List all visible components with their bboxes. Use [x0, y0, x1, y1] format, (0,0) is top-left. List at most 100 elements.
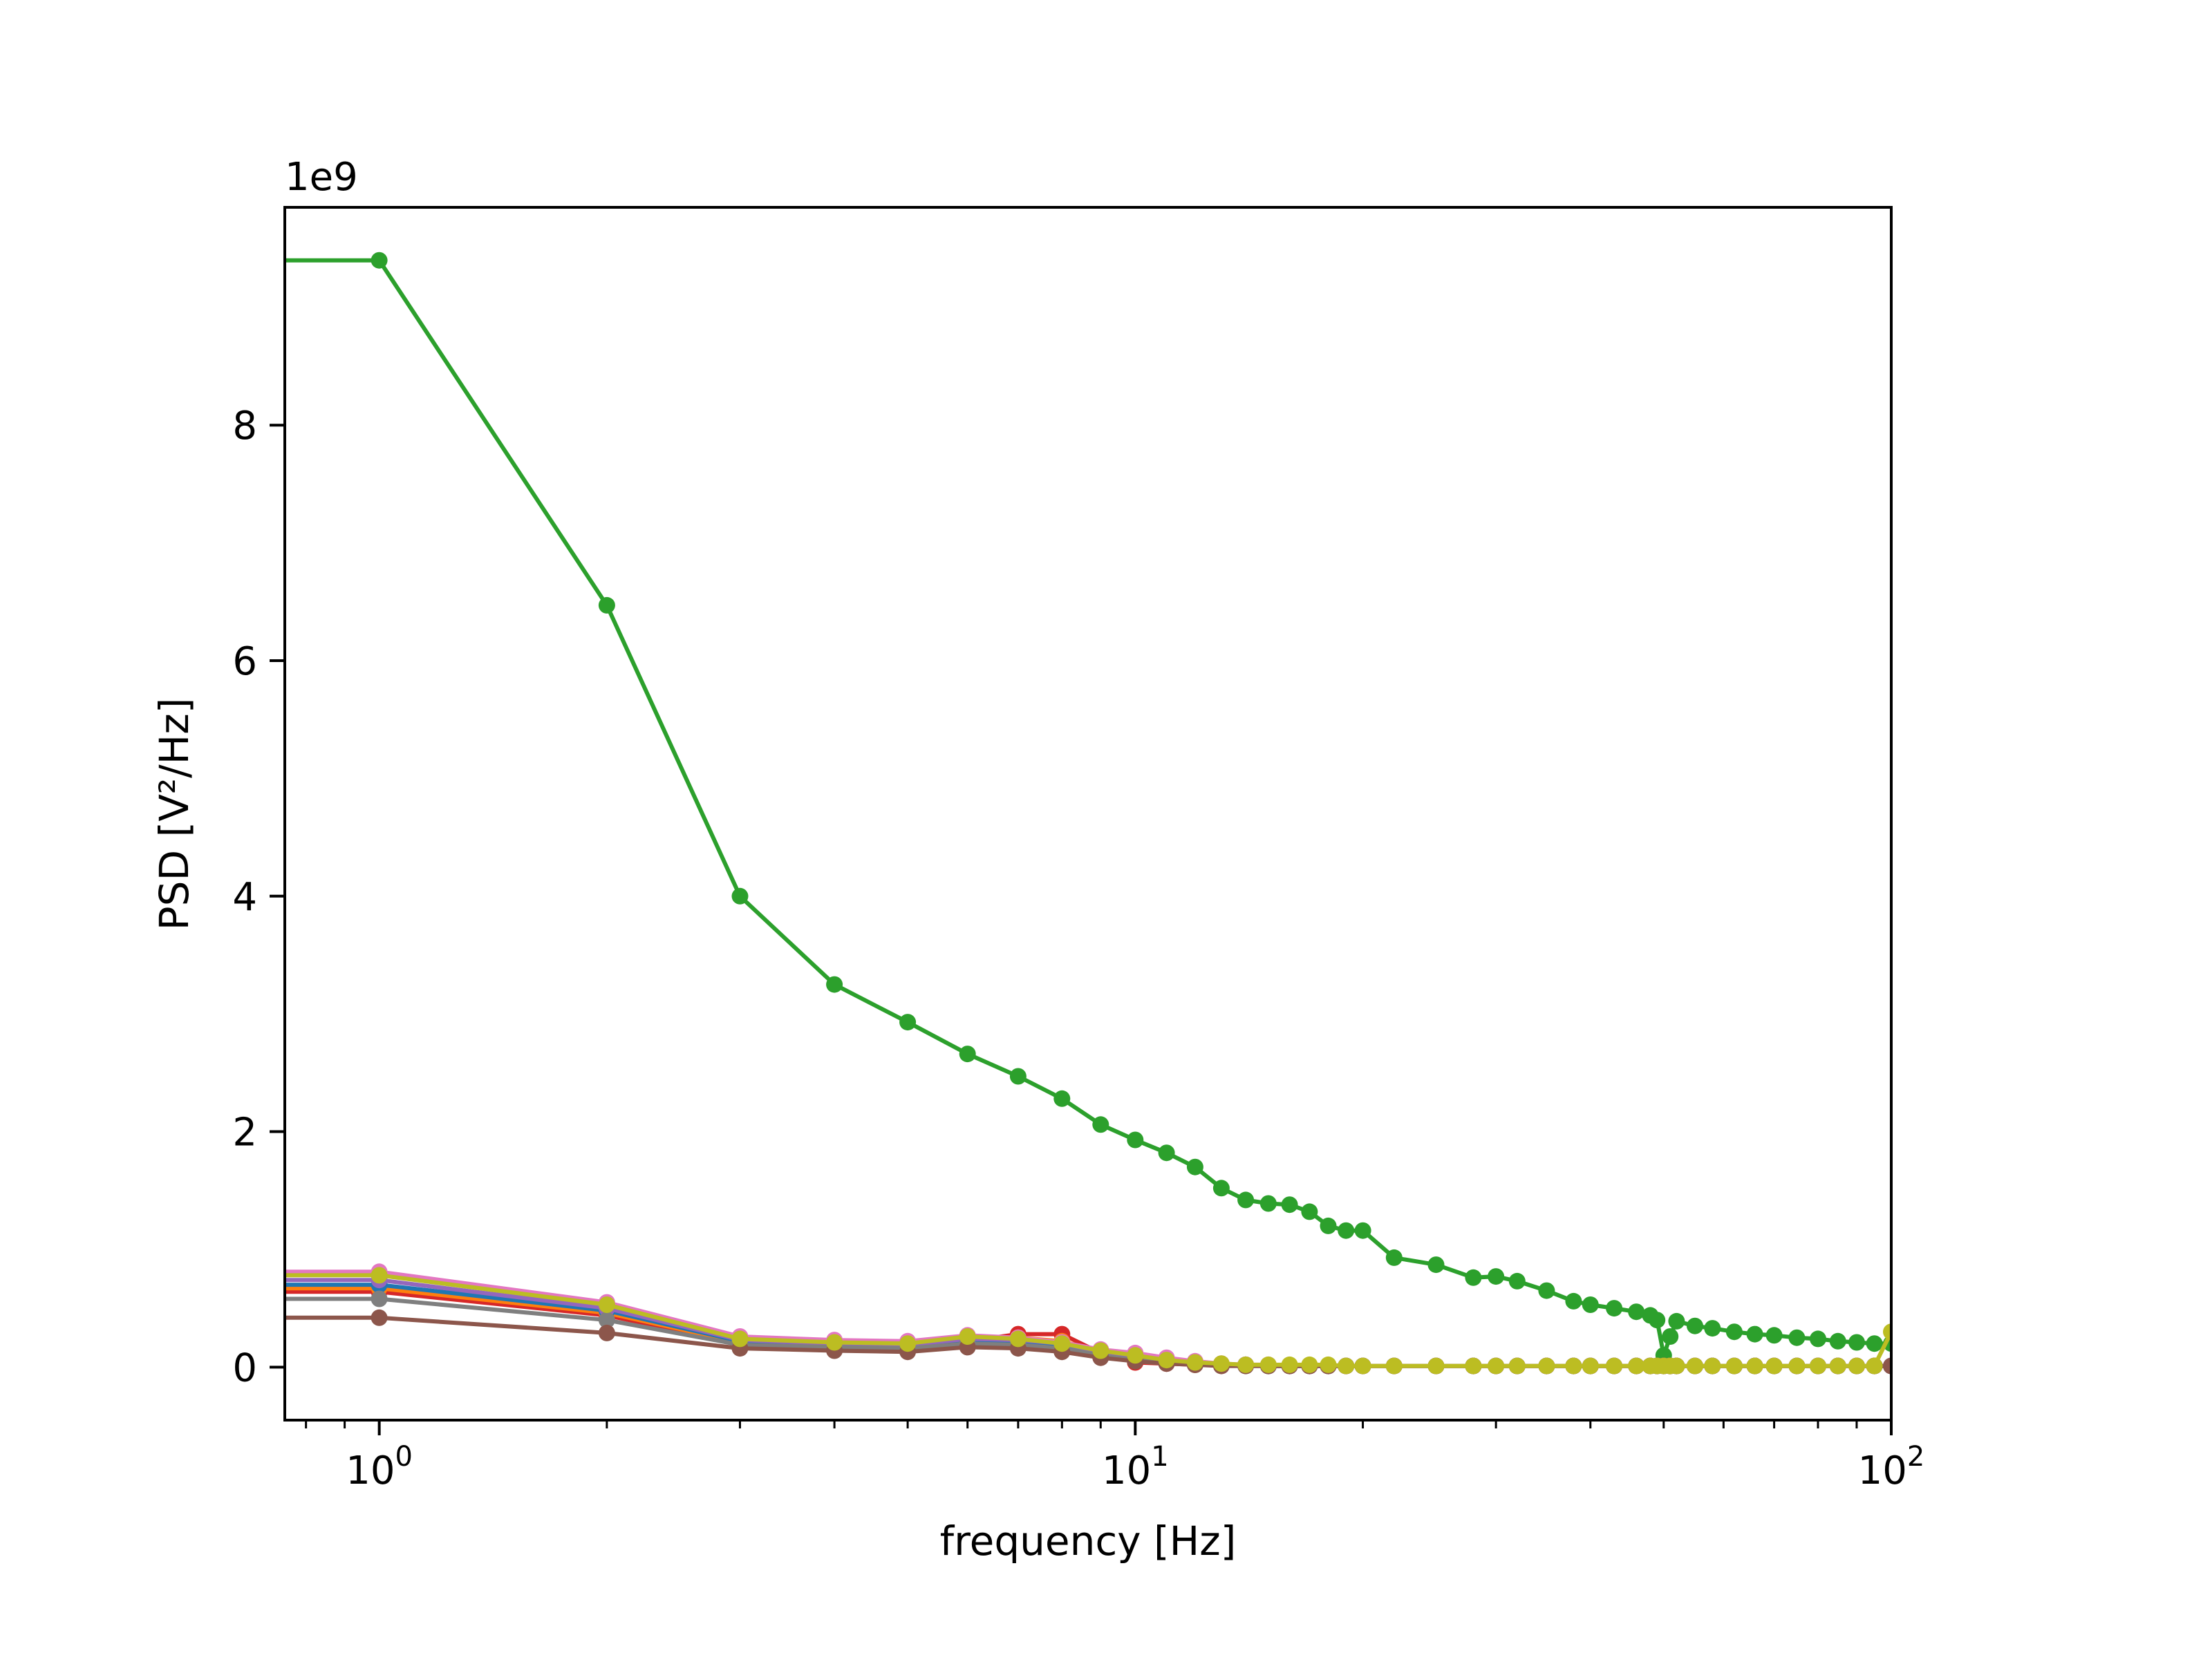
series-point	[1092, 1342, 1109, 1359]
series-point	[1810, 1357, 1826, 1375]
series-point	[1565, 1357, 1582, 1375]
series-point	[1158, 1352, 1175, 1369]
series-point	[1427, 1357, 1445, 1375]
series-point	[1829, 1357, 1846, 1375]
x-axis: 100 101 102	[305, 1420, 1925, 1493]
x-tick-label: 102	[1858, 1441, 1925, 1493]
series-point	[1301, 1203, 1318, 1220]
series-point	[1704, 1320, 1721, 1337]
series-point	[1488, 1268, 1505, 1285]
y-tick-label: 6	[232, 639, 257, 684]
series-0	[285, 252, 1891, 1364]
series-point	[1508, 1357, 1526, 1375]
series-point	[959, 1328, 976, 1345]
series-point	[899, 1335, 917, 1352]
series-point	[1606, 1357, 1623, 1375]
series-point	[1465, 1269, 1482, 1286]
series-point	[1668, 1312, 1685, 1330]
series-point	[731, 1330, 749, 1348]
series-point	[371, 252, 388, 269]
series-point	[1628, 1303, 1645, 1321]
series-point	[598, 1312, 615, 1329]
series-point	[1488, 1357, 1505, 1375]
y-offset-label: 1e9	[285, 155, 358, 200]
series-point	[826, 1334, 843, 1351]
series-point	[1788, 1357, 1806, 1375]
series-point	[1788, 1329, 1806, 1346]
series-point	[1053, 1335, 1071, 1352]
series-point	[1009, 1330, 1027, 1348]
y-axis-label: PSD [V²/Hz]	[151, 698, 198, 931]
series-point	[371, 1267, 388, 1284]
series-point	[1259, 1195, 1277, 1212]
series-point	[959, 1046, 976, 1063]
series-point	[899, 1014, 917, 1031]
series-point	[1810, 1330, 1826, 1348]
axes-frame	[283, 206, 1893, 1422]
series-point	[1687, 1317, 1703, 1334]
series-point	[1092, 1116, 1109, 1133]
series-point	[598, 596, 615, 614]
series-point	[1465, 1357, 1482, 1375]
series-point	[1628, 1357, 1645, 1375]
y-axis: 0 2 4 6 8	[232, 404, 285, 1390]
series-point	[1582, 1357, 1599, 1375]
x-axis-label: frequency [Hz]	[940, 1518, 1237, 1565]
series-point	[1338, 1357, 1355, 1375]
series-point	[1237, 1356, 1255, 1373]
series-point	[1320, 1356, 1337, 1373]
series-point	[1687, 1357, 1703, 1375]
series-point	[1848, 1334, 1865, 1351]
series-point	[1883, 1323, 1891, 1341]
series-point	[1662, 1328, 1679, 1345]
series-point	[1765, 1357, 1783, 1375]
series-point	[1237, 1191, 1255, 1209]
series-point	[371, 1290, 388, 1307]
series-point	[1281, 1196, 1298, 1214]
series-point	[1704, 1357, 1721, 1375]
series-point	[1725, 1323, 1743, 1341]
series-point	[1866, 1335, 1883, 1352]
series-point	[1606, 1300, 1623, 1317]
series-point	[1354, 1357, 1371, 1375]
y-tick-label: 4	[232, 875, 257, 920]
series-point	[1186, 1354, 1203, 1371]
series-point	[1746, 1357, 1763, 1375]
series-group	[285, 252, 1891, 1375]
series-point	[1320, 1217, 1337, 1234]
series-point	[1565, 1292, 1582, 1310]
series-point	[1765, 1327, 1783, 1344]
series-point	[1829, 1332, 1846, 1350]
series-point	[1354, 1222, 1371, 1239]
series-point	[1746, 1325, 1763, 1343]
series-point	[826, 976, 843, 993]
series-point	[1281, 1356, 1298, 1373]
series-point	[1668, 1357, 1685, 1375]
series-point	[1053, 1090, 1071, 1107]
y-tick-label: 0	[232, 1345, 257, 1390]
series-point	[1508, 1272, 1526, 1290]
series-point	[1427, 1256, 1445, 1274]
series-8	[285, 1267, 1891, 1375]
series-point	[1158, 1144, 1175, 1162]
series-point	[598, 1296, 615, 1313]
series-point	[731, 887, 749, 905]
series-point	[1385, 1249, 1403, 1266]
series-point	[1127, 1347, 1144, 1364]
series-point	[1538, 1282, 1555, 1299]
series-point	[1883, 1357, 1891, 1375]
series-point	[598, 1324, 615, 1341]
y-tick-label: 2	[232, 1111, 257, 1155]
series-point	[1259, 1356, 1277, 1373]
series-point	[1127, 1131, 1144, 1149]
series-point	[1186, 1158, 1203, 1175]
series-point	[1582, 1296, 1599, 1313]
series-point	[1338, 1222, 1355, 1239]
series-point	[1725, 1357, 1743, 1375]
series-point	[1649, 1312, 1666, 1329]
y-tick-label: 8	[232, 404, 257, 448]
series-point	[371, 1309, 388, 1326]
series-point	[1848, 1357, 1865, 1375]
